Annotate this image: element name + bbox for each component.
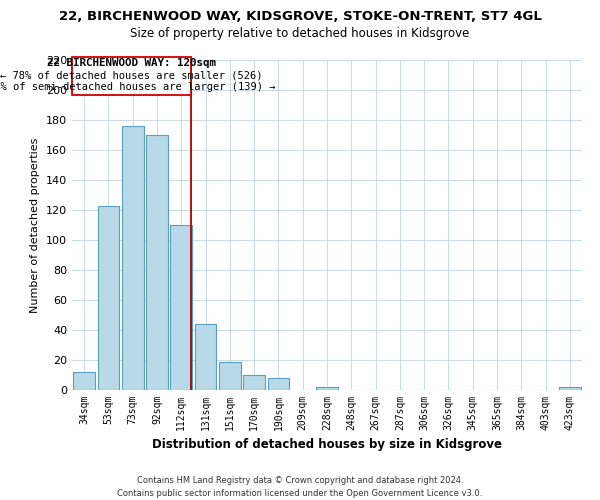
FancyBboxPatch shape — [73, 57, 191, 94]
Bar — [73, 372, 95, 390]
Bar — [170, 225, 192, 390]
Text: Contains HM Land Registry data © Crown copyright and database right 2024.
Contai: Contains HM Land Registry data © Crown c… — [118, 476, 482, 498]
Text: Size of property relative to detached houses in Kidsgrove: Size of property relative to detached ho… — [130, 28, 470, 40]
Bar — [219, 362, 241, 390]
Bar — [122, 126, 143, 390]
Text: 22 BIRCHENWOOD WAY: 120sqm: 22 BIRCHENWOOD WAY: 120sqm — [47, 58, 216, 68]
Bar — [268, 378, 289, 390]
Text: ← 78% of detached houses are smaller (526): ← 78% of detached houses are smaller (52… — [1, 70, 263, 81]
Text: 21% of semi-detached houses are larger (139) →: 21% of semi-detached houses are larger (… — [0, 82, 275, 92]
Text: 22, BIRCHENWOOD WAY, KIDSGROVE, STOKE-ON-TRENT, ST7 4GL: 22, BIRCHENWOOD WAY, KIDSGROVE, STOKE-ON… — [59, 10, 541, 23]
Bar — [559, 387, 581, 390]
Bar — [146, 135, 168, 390]
Y-axis label: Number of detached properties: Number of detached properties — [31, 138, 40, 312]
Bar — [316, 387, 338, 390]
X-axis label: Distribution of detached houses by size in Kidsgrove: Distribution of detached houses by size … — [152, 438, 502, 452]
Bar — [97, 206, 119, 390]
Bar — [243, 375, 265, 390]
Bar — [194, 324, 217, 390]
